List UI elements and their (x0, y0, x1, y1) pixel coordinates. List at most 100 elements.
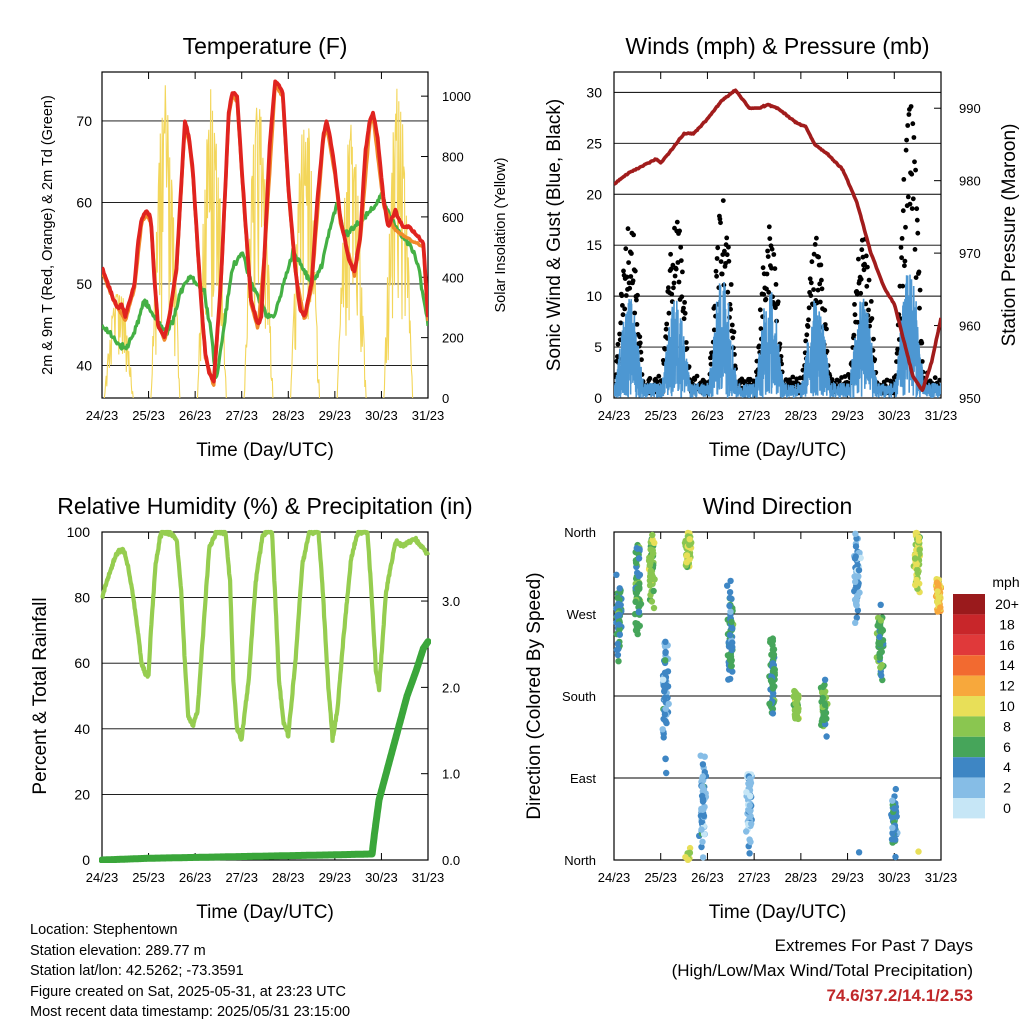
extremes-box: Extremes For Past 7 Days (High/Low/Max W… (672, 933, 973, 1008)
gust-point (669, 291, 675, 297)
gust-point (680, 269, 685, 275)
gust-point (819, 286, 825, 292)
legend-label: 16 (999, 637, 1015, 653)
direction-point (615, 658, 622, 665)
chart-title: Temperature (F) (183, 33, 348, 59)
y2-tick-label: 970 (959, 246, 981, 261)
gust-point (678, 258, 684, 263)
gust-point (902, 263, 907, 269)
direction-point (875, 640, 882, 647)
direction-point (661, 694, 668, 701)
direction-point (934, 588, 941, 595)
gust-point (656, 373, 662, 379)
x-tick-label: 25/23 (132, 870, 165, 885)
gust-point (937, 377, 941, 383)
direction-point (650, 587, 657, 595)
wind-line (614, 274, 941, 398)
direction-point (766, 700, 773, 707)
gust-point (765, 248, 770, 254)
legend-label: 4 (1003, 759, 1011, 775)
direction-point (613, 571, 620, 578)
direction-point (724, 582, 731, 589)
plot-area (613, 529, 944, 863)
y2-tick-label: 990 (959, 101, 981, 116)
chart-title: Winds (mph) & Pressure (mb) (625, 33, 929, 59)
gust-point (620, 303, 625, 308)
y2-axis-label: Solar Insolation (Yellow) (493, 157, 509, 312)
temp-2m-line (102, 79, 428, 384)
legend-label: 14 (999, 657, 1015, 673)
direction-point (767, 677, 775, 684)
x-tick-label: 30/23 (878, 870, 911, 885)
gust-point (855, 319, 861, 325)
gust-point (711, 327, 717, 333)
gust-point (851, 332, 857, 338)
gust-point (858, 276, 864, 282)
gust-point (852, 312, 858, 318)
direction-point (700, 812, 708, 820)
gust-point (626, 260, 631, 265)
direction-point (820, 710, 827, 717)
direction-point (819, 694, 827, 702)
direction-point (852, 543, 860, 550)
x-tick-label: 31/23 (925, 870, 958, 885)
direction-point (662, 638, 669, 645)
direction-point (699, 798, 707, 805)
gust-point (894, 350, 900, 356)
direction-point (876, 649, 883, 657)
gust-point (919, 359, 925, 364)
direction-point (686, 844, 694, 852)
x-axis-label: Time (Day/UTC) (709, 440, 847, 461)
gust-point (808, 293, 814, 298)
gust-point (773, 282, 779, 287)
x-tick-label: 30/23 (365, 408, 398, 423)
gust-point (852, 302, 857, 307)
direction-point (665, 700, 672, 708)
y2-tick-label: 2.0 (442, 680, 460, 695)
y-axis-label: Sonic Wind & Gust (Blue, Black) (544, 99, 565, 371)
y2-tick-label: 0.0 (442, 853, 460, 868)
gust-point (714, 273, 719, 279)
gust-point (807, 276, 813, 282)
direction-point (819, 683, 827, 691)
created-text: Figure created on Sat, 2025-05-31, at 23… (30, 983, 346, 1000)
direction-point (892, 785, 899, 793)
gust-point (718, 259, 724, 264)
direction-point (684, 856, 692, 863)
gust-point (634, 297, 639, 303)
plot-frame (101, 71, 429, 399)
gust-point (637, 340, 643, 346)
gust-point (717, 216, 723, 222)
x-tick-label: 31/23 (412, 408, 445, 423)
location-text: Location: Stephentown (30, 922, 178, 938)
gust-point (872, 357, 878, 362)
direction-point (912, 581, 919, 589)
direction-point (726, 594, 734, 602)
x-tick-label: 26/23 (179, 408, 212, 423)
direction-point (852, 553, 859, 560)
gust-point (724, 235, 730, 241)
gust-point (859, 247, 865, 253)
direction-point (855, 567, 863, 574)
gust-point (683, 340, 689, 345)
gust-point (639, 357, 644, 363)
gust-point (814, 235, 819, 241)
direction-point (855, 849, 863, 856)
direction-point (699, 838, 706, 845)
direction-point (698, 792, 706, 800)
direction-point (632, 559, 640, 566)
direction-point (683, 559, 690, 566)
gust-point (713, 268, 719, 274)
gust-point (866, 277, 872, 283)
direction-point (727, 608, 734, 615)
direction-point (746, 850, 753, 857)
direction-point (699, 854, 707, 861)
direction-point (853, 602, 860, 609)
x-tick-label: 29/23 (831, 870, 864, 885)
direction-point (769, 637, 777, 645)
gust-point (663, 326, 669, 332)
gust-point (869, 316, 875, 321)
x-axis-label: Time (Day/UTC) (196, 440, 334, 461)
gust-point (692, 377, 698, 382)
gust-point (899, 236, 905, 241)
